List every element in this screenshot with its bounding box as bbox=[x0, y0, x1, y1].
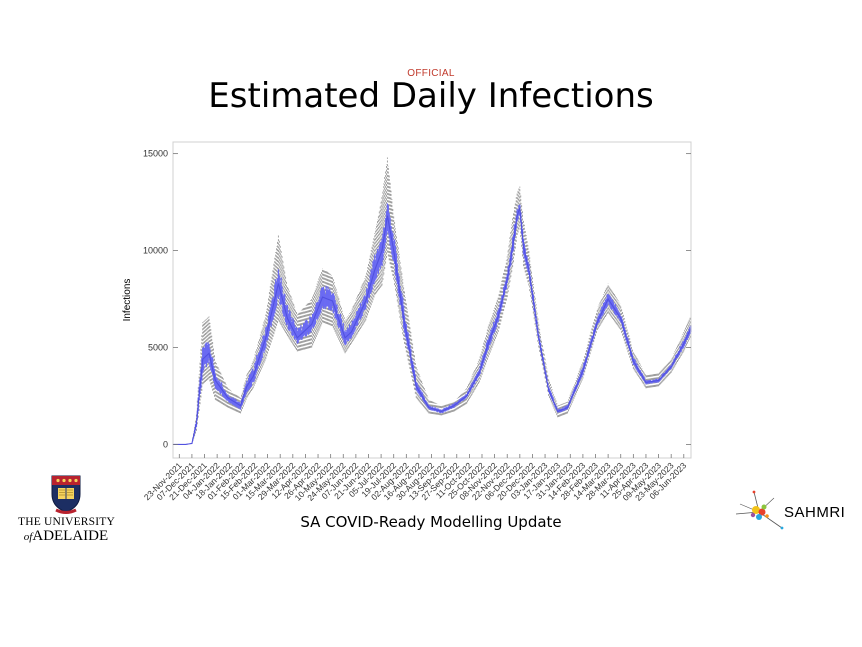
page-title: Estimated Daily Infections bbox=[208, 76, 654, 116]
sahmri-starburst-icon bbox=[735, 490, 784, 530]
y-tick-label: 15000 bbox=[143, 149, 168, 159]
university-name-line1: THE UNIVERSITY bbox=[18, 516, 116, 528]
infections-chart: 05000100001500023-Nov-202107-Dec-202121-… bbox=[122, 141, 692, 503]
uncertainty-envelope bbox=[189, 157, 692, 445]
university-crest-icon bbox=[51, 475, 81, 514]
classification-label: OFFICIAL bbox=[407, 68, 455, 79]
university-name-of: of bbox=[23, 531, 33, 543]
plot-frame bbox=[172, 141, 692, 459]
university-name-adelaide: ADELAIDE bbox=[32, 528, 109, 544]
sahmri-name: SAHMRI bbox=[784, 504, 846, 521]
median-line bbox=[173, 207, 692, 445]
y-axis-label: Infections bbox=[122, 279, 133, 322]
university-of-adelaide-logo: THE UNIVERSITY ofADELAIDE bbox=[18, 474, 116, 546]
footer-subtitle: SA COVID-Ready Modelling Update bbox=[300, 513, 562, 531]
y-tick-label: 5000 bbox=[148, 342, 168, 352]
y-tick-label: 10000 bbox=[143, 246, 168, 256]
sahmri-logo: SAHMRI bbox=[734, 490, 854, 534]
university-name-line2: ofADELAIDE bbox=[18, 528, 114, 545]
y-tick-label: 0 bbox=[163, 439, 168, 449]
